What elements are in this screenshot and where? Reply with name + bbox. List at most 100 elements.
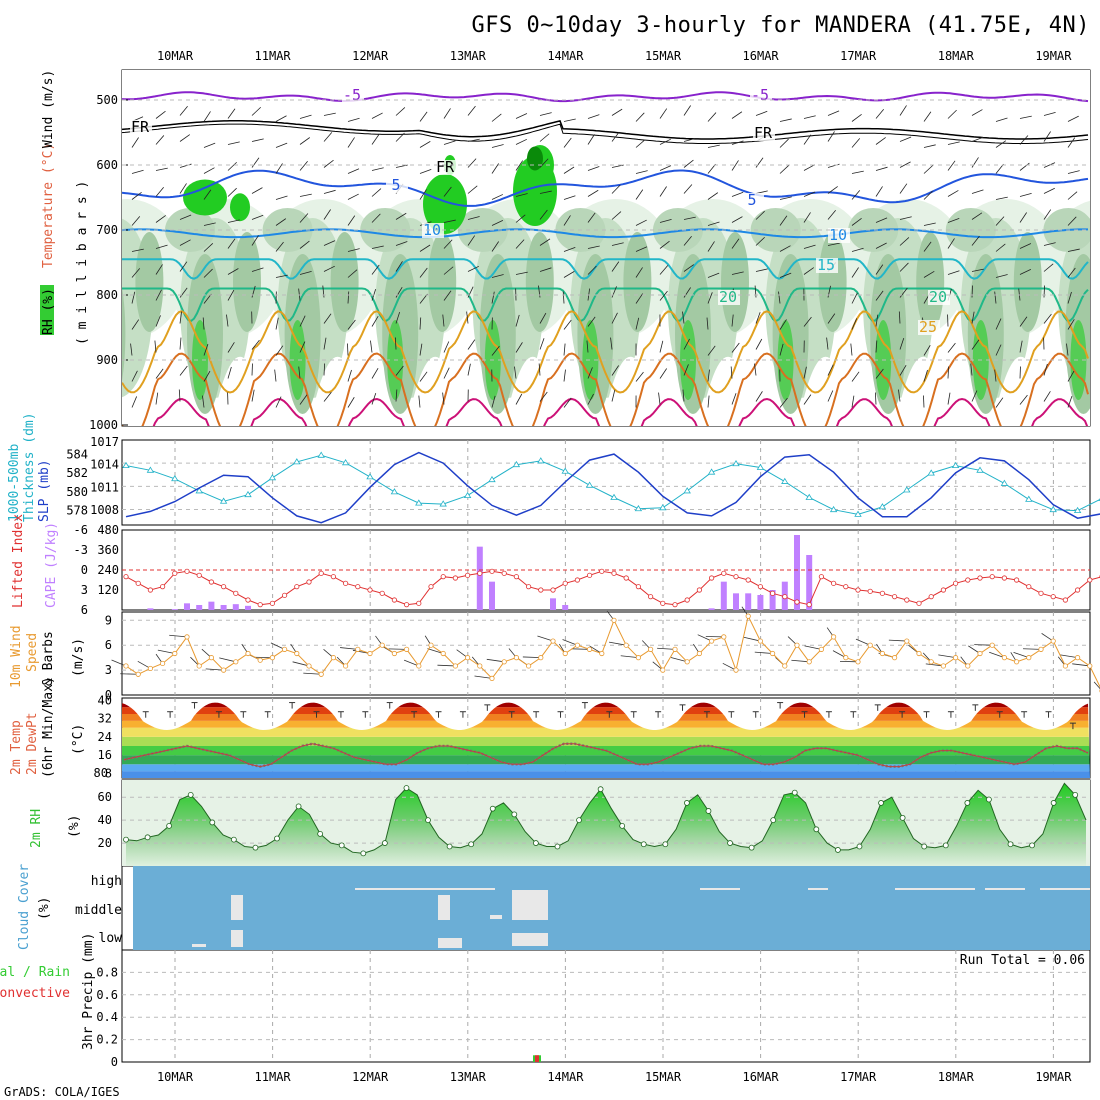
li-line-point — [513, 574, 520, 580]
wind-barb — [995, 274, 1008, 278]
li-line-point — [830, 580, 837, 586]
wind-barb — [251, 106, 262, 116]
cloud-block — [438, 895, 450, 920]
wind-barb-10m — [562, 639, 578, 646]
rh-point — [123, 836, 129, 843]
wind-barb — [827, 313, 836, 324]
date-label-top: 12MAR — [352, 49, 389, 63]
li-line-point — [464, 572, 471, 578]
wind-barb — [347, 291, 350, 304]
wind-barb — [947, 342, 956, 353]
wind-speed-line-point — [172, 650, 178, 657]
rh-point — [468, 841, 475, 848]
side-labels: RH (%) Temperature (°C) Wind (m/s) ( m i… — [0, 70, 1085, 1099]
wind-barb — [947, 270, 960, 275]
wind-speed-line-point — [623, 642, 629, 648]
rh-band-dark — [135, 232, 164, 332]
wind-barb — [610, 337, 613, 350]
wind-speed-line-point — [501, 659, 507, 665]
wind-barb — [899, 337, 905, 350]
wind-barb-10m — [925, 663, 944, 667]
rh-point — [489, 805, 496, 812]
cape-bar — [489, 581, 495, 610]
li-line-point — [501, 570, 507, 576]
wind-barb — [299, 160, 308, 171]
wind-barb — [683, 216, 696, 220]
rh-point — [360, 850, 367, 857]
li-line-point — [440, 574, 446, 580]
wind-speed-line-point — [184, 634, 190, 640]
wind-barb — [131, 169, 144, 174]
wind-barb — [731, 160, 739, 171]
date-label-bottom: 13MAR — [450, 1070, 487, 1084]
wind-barb-10m — [157, 649, 175, 654]
li-line-point — [489, 568, 495, 574]
wind-speed-line-point — [757, 638, 764, 644]
li-line-point — [696, 587, 703, 593]
wind-barb — [1067, 248, 1080, 252]
wind-barb — [803, 267, 815, 275]
cloud-block — [512, 933, 548, 946]
thickness-line-point — [171, 474, 179, 482]
wind-barb — [826, 337, 829, 350]
wind-barb — [322, 285, 325, 298]
wind-barb — [395, 212, 407, 220]
rh-point — [338, 842, 345, 849]
wind-speed-line-point — [440, 650, 446, 657]
wind-barb — [491, 144, 504, 148]
li-line-point — [281, 592, 288, 598]
wind-barb — [635, 219, 647, 226]
rh-point — [1029, 842, 1035, 849]
wind-barb — [563, 271, 575, 278]
wind-barb — [227, 219, 240, 223]
rh2m-label-a: 2m RH — [29, 809, 44, 848]
rh-point — [770, 817, 777, 824]
wind-barb — [706, 317, 709, 330]
wind-barb — [707, 292, 713, 304]
li-line-point — [160, 584, 166, 590]
dry-dome — [309, 356, 366, 425]
date-label-top: 11MAR — [255, 49, 292, 63]
li-line-point — [879, 590, 886, 596]
wind-barb — [131, 137, 139, 148]
li-line-point — [1026, 584, 1032, 590]
wind-barb — [226, 314, 229, 327]
li-line-point — [1062, 597, 1069, 603]
wind-barb — [251, 339, 260, 350]
wind-barb — [299, 341, 306, 353]
rh-point — [230, 836, 237, 843]
wind-barb — [178, 389, 181, 402]
rh-point — [705, 808, 712, 814]
wind-barb — [395, 389, 398, 402]
cape-tick: 240 — [97, 563, 119, 577]
li-line-point — [208, 579, 214, 585]
wind-barb — [491, 241, 500, 252]
thickness-line-point — [781, 477, 789, 484]
wind-barb — [491, 220, 504, 226]
rh-area — [126, 783, 1086, 866]
wind-barb — [155, 315, 161, 327]
wind-barb — [515, 342, 523, 353]
wind-barb — [923, 222, 936, 226]
thickness-line-point — [268, 474, 277, 481]
rh-legend-swatch — [40, 285, 54, 335]
li-line-point — [330, 574, 336, 580]
isotherm-label: FR — [436, 158, 455, 176]
li-line-point — [599, 568, 605, 574]
thickness-line-point — [903, 486, 911, 493]
wind-barb — [179, 214, 192, 220]
wind-barb — [323, 209, 331, 220]
wind-barb — [202, 395, 205, 408]
wind-barb — [466, 311, 469, 324]
rh-point — [964, 800, 971, 806]
wind-speed-line-point — [452, 663, 458, 669]
li-line-point — [867, 588, 873, 594]
thickness-line-point — [219, 497, 228, 504]
wind-barb — [179, 105, 188, 116]
wind-barb — [515, 138, 527, 145]
li-line-point — [684, 597, 690, 603]
li-line-point — [635, 584, 642, 590]
wind-speed-line-point — [672, 646, 678, 652]
wind-barb — [539, 267, 552, 272]
wind-barb — [275, 317, 279, 330]
